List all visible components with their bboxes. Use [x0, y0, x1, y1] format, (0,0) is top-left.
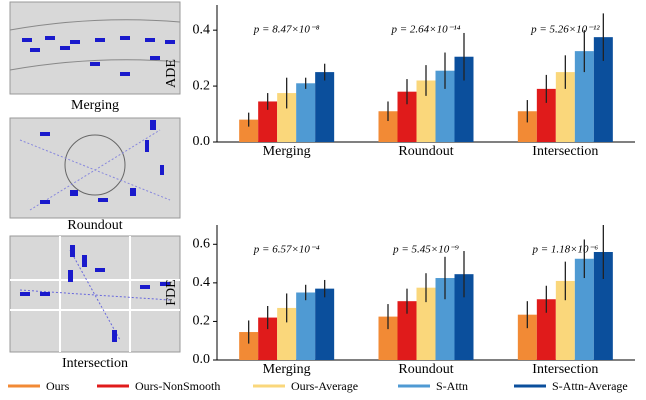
- annotation: p = 2.64×10⁻¹⁴: [390, 24, 460, 36]
- bar: [277, 93, 297, 142]
- annotation: p = 5.26×10⁻¹²: [530, 24, 600, 36]
- y-tick-label: 0.0: [193, 134, 211, 149]
- annotation: p = 1.18×10⁻⁶: [531, 244, 598, 256]
- legend-label: S-Attn-Average: [552, 379, 628, 393]
- scene-label: Merging: [71, 98, 119, 113]
- bar: [277, 307, 297, 360]
- scene-merging: [9, 1, 181, 95]
- bar: [378, 316, 398, 360]
- bar: [258, 101, 278, 142]
- scene-intersection: [9, 235, 181, 353]
- bar: [574, 258, 594, 360]
- y-tick-label: 0.6: [193, 237, 211, 252]
- bar: [378, 111, 398, 142]
- bar: [397, 301, 417, 360]
- x-tick-label: Merging: [263, 144, 311, 159]
- y-tick-label: 0.0: [193, 352, 211, 367]
- bar: [296, 83, 316, 142]
- bar: [593, 252, 613, 360]
- bar: [239, 119, 259, 142]
- annotation: p = 8.47×10⁻⁸: [253, 24, 320, 36]
- annotation: p = 5.45×10⁻⁹: [392, 244, 459, 256]
- bar: [258, 317, 278, 360]
- y-axis-label: ADE: [164, 59, 179, 88]
- bar: [517, 314, 537, 360]
- bar: [315, 72, 335, 142]
- bar: [555, 72, 575, 142]
- legend-label: Ours: [46, 379, 70, 393]
- bar: [536, 299, 556, 360]
- x-tick-label: Intersection: [532, 144, 598, 159]
- bar: [517, 111, 537, 142]
- x-tick-label: Roundout: [398, 362, 453, 377]
- scene-roundout: [9, 117, 181, 219]
- bar: [315, 288, 335, 360]
- bar: [555, 280, 575, 360]
- bar: [239, 332, 259, 360]
- scene-label: Roundout: [67, 218, 122, 233]
- y-tick-label: 0.2: [193, 314, 211, 329]
- y-tick-label: 0.2: [193, 78, 211, 93]
- bar: [435, 70, 455, 142]
- y-tick-label: 0.4: [193, 275, 211, 290]
- bar: [593, 37, 613, 142]
- bar: [397, 91, 417, 142]
- legend-label: Ours-NonSmooth: [135, 379, 220, 393]
- x-tick-label: Merging: [263, 362, 311, 377]
- y-tick-label: 0.4: [193, 22, 211, 37]
- legend-label: S-Attn: [436, 379, 468, 393]
- bar: [296, 292, 316, 360]
- bar: [416, 80, 436, 142]
- annotation: p = 6.57×10⁻⁴: [253, 244, 320, 256]
- bar: [454, 274, 474, 360]
- legend-label: Ours-Average: [291, 379, 358, 393]
- y-axis-label: FDE: [164, 279, 179, 305]
- bar: [454, 56, 474, 143]
- bar: [536, 88, 556, 142]
- bar: [574, 51, 594, 142]
- bar: [435, 278, 455, 360]
- x-tick-label: Intersection: [532, 362, 598, 377]
- bar: [416, 287, 436, 360]
- scene-label: Intersection: [62, 356, 128, 371]
- x-tick-label: Roundout: [398, 144, 453, 159]
